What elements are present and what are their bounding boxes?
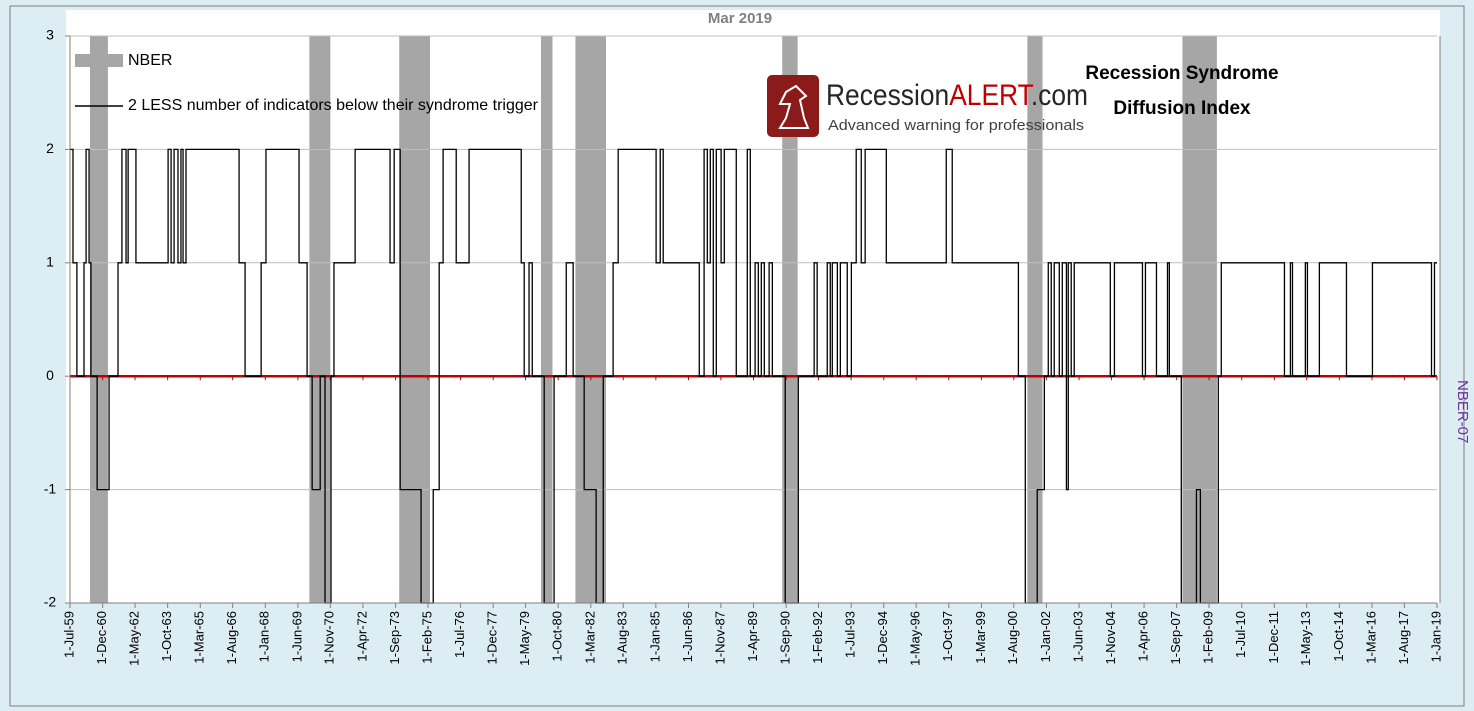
x-tick-label: 1-May-62	[126, 611, 141, 666]
x-tick-label: 1-Jan-02	[1038, 611, 1053, 662]
x-tick-label: 1-Feb-75	[419, 611, 434, 664]
x-tick-label: 1-Jun-86	[680, 611, 695, 662]
x-tick-label: 1-Aug-66	[224, 611, 239, 664]
x-tick-label: 1-Sep-90	[778, 611, 793, 664]
x-tick-label: 1-Apr-72	[354, 611, 369, 662]
x-tick-label: 1-Jan-85	[647, 611, 662, 662]
logo-part: Recession	[826, 79, 949, 112]
x-tick-label: 1-Jan-19	[1428, 611, 1443, 662]
x-tick-label: 1-Nov-04	[1103, 611, 1118, 664]
x-tick-label: 1-Nov-70	[322, 611, 337, 664]
x-tick-label: 1-Mar-16	[1363, 611, 1378, 664]
x-tick-label: 1-Aug-17	[1396, 611, 1411, 664]
x-tick-label: 1-Nov-87	[712, 611, 727, 664]
nber-band	[1182, 36, 1217, 603]
x-tick-label: 1-Dec-11	[1266, 611, 1281, 664]
nber-band	[1027, 36, 1043, 603]
x-tick-label: 1-May-96	[908, 611, 923, 666]
logo-knight	[778, 84, 810, 129]
legend-label: 2 LESS number of indicators below their …	[128, 97, 539, 114]
annotation: Diffusion Index	[1113, 98, 1251, 119]
logo: RecessionALERT.com Advanced warning for …	[767, 75, 1088, 137]
x-tick-label: 1-Dec-60	[94, 611, 109, 664]
x-tick-label: 1-Oct-97	[940, 611, 955, 662]
x-tick-label: 1-Mar-65	[192, 611, 207, 664]
x-tick-label: 1-Oct-80	[550, 611, 565, 662]
x-tick-label: 1-Jul-93	[843, 611, 858, 658]
x-tick-label: 1-Oct-63	[159, 611, 174, 662]
x-tick-label: 1-Dec-94	[875, 611, 890, 664]
legend-swatch	[75, 54, 123, 67]
x-tick-label: 1-Sep-73	[387, 611, 402, 664]
logo-part: .com	[1031, 79, 1088, 112]
logo-tagline: Advanced warning for professionals	[828, 117, 1084, 134]
annotation: Recession Syndrome	[1085, 63, 1278, 84]
x-tick-label: 1-Jul-76	[452, 611, 467, 658]
plot-marks	[69, 35, 1438, 604]
nber-band	[399, 36, 431, 603]
x-tick-label: 1-Mar-82	[582, 611, 597, 664]
y-tick-label: 2	[46, 140, 54, 156]
x-tick-label: 1-Jul-10	[1233, 611, 1248, 658]
nber-band	[309, 36, 331, 603]
x-tick-label: 1-Feb-92	[810, 611, 825, 664]
nber-band	[575, 36, 607, 603]
logo-part: ALERT	[949, 79, 1033, 112]
x-tick-label: 1-Jun-69	[289, 611, 304, 662]
y-tick-label: -1	[44, 480, 57, 496]
nber-band	[782, 36, 798, 603]
x-tick-label: 1-Oct-14	[1331, 611, 1346, 662]
x-tick-label: 1-Apr-89	[745, 611, 760, 662]
x-tick-label: 1-Feb-09	[1201, 611, 1216, 664]
x-tick-label: 1-Aug-00	[1005, 611, 1020, 664]
chart-title: Mar 2019	[708, 10, 772, 27]
legend-label: NBER	[128, 52, 172, 69]
y-tick-label: 1	[46, 254, 54, 270]
x-tick-label: 1-Mar-99	[973, 611, 988, 664]
x-tick-label: 1-Dec-77	[485, 611, 500, 664]
logo-name: RecessionALERT.com	[826, 79, 1088, 112]
y-tick-label: 3	[46, 27, 54, 43]
x-tick-label: 1-Jan-68	[257, 611, 272, 662]
y-tick-label: -2	[44, 594, 57, 610]
x-tick-label: 1-Jul-59	[61, 611, 76, 658]
x-tick-label: 1-Sep-07	[1168, 611, 1183, 664]
data-line	[70, 148, 1437, 604]
x-tick-label: 1-May-13	[1298, 611, 1313, 666]
x-tick-label: 1-Jun-03	[1070, 611, 1085, 662]
nber-band	[540, 36, 553, 603]
chart-border	[9, 5, 1465, 707]
x-tick-label: 1-Aug-83	[615, 611, 630, 664]
y-tick-label: 0	[46, 367, 54, 383]
y2-axis-label: NBER-07	[1454, 380, 1471, 443]
nber-band	[89, 36, 108, 603]
x-tick-label: 1-May-79	[517, 611, 532, 666]
x-tick-label: 1-Apr-06	[1136, 611, 1151, 662]
